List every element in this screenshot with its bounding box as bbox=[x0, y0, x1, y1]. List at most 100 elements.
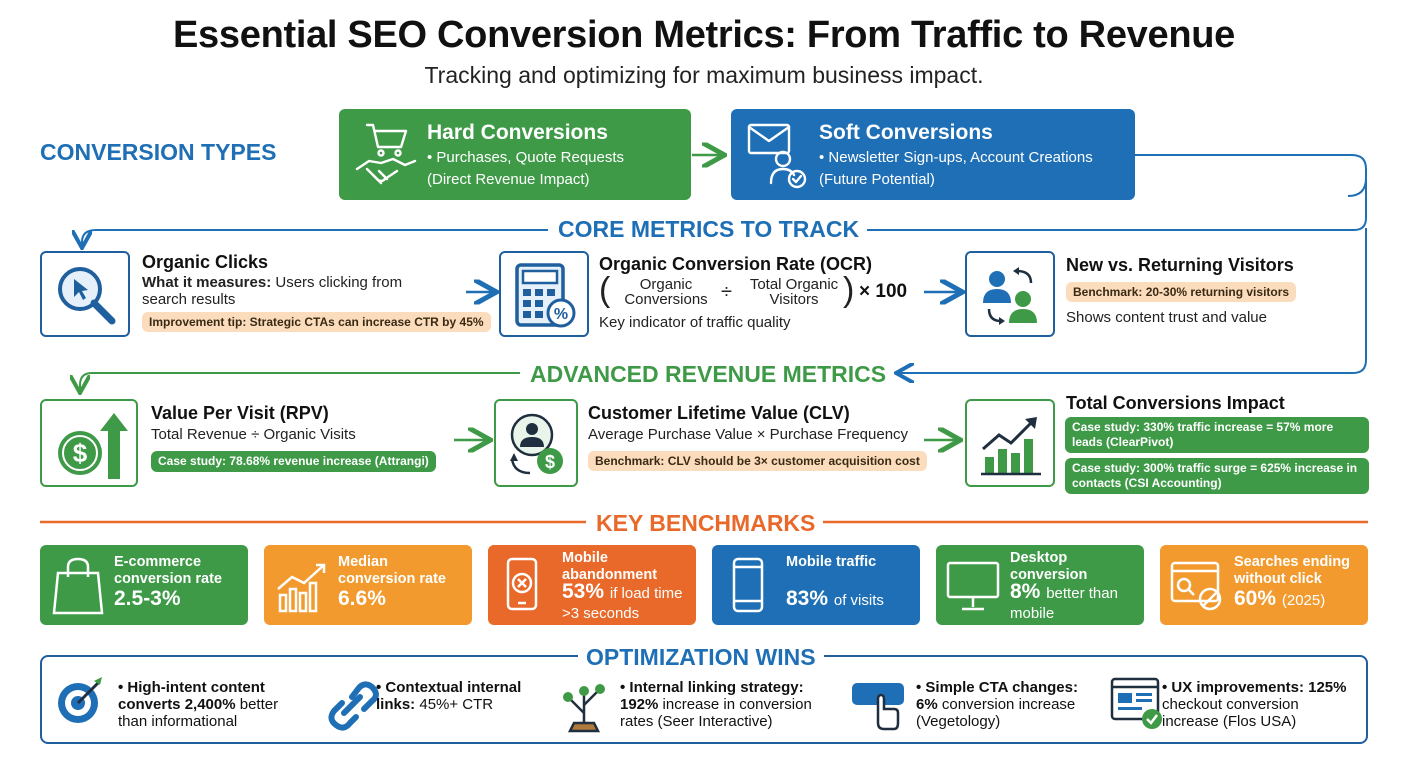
dollar-arrow-icon: $ bbox=[58, 413, 128, 479]
win-item-text: increase in conversion rates (Seer Inter… bbox=[620, 696, 812, 730]
ocr-multiplier: × 100 bbox=[859, 281, 908, 302]
search-block-icon bbox=[1170, 561, 1222, 611]
link-icon bbox=[328, 681, 379, 731]
svg-text:$: $ bbox=[545, 452, 555, 472]
svg-text:%: % bbox=[554, 306, 568, 323]
ocr-title: Organic Conversion Rate (OCR) bbox=[599, 254, 873, 274]
cart-handshake-icon bbox=[355, 123, 417, 185]
plant-network-icon bbox=[563, 684, 605, 733]
benchmark-label: E-commerce conversion rate bbox=[114, 554, 222, 587]
win-item: • Internal linking strategy: 192% increa… bbox=[620, 679, 840, 730]
benchmark-value: 8% better than mobile bbox=[1010, 580, 1142, 623]
win-item-text: checkout conversion increase (Flos USA) bbox=[1162, 696, 1299, 730]
win-item-highlight: • High-intent content converts 2,400% bbox=[118, 679, 265, 713]
bar-chart-growth-icon bbox=[981, 417, 1041, 476]
soft-conversions-examples: • Newsletter Sign-ups, Account Creations bbox=[819, 149, 1093, 166]
soft-conversions-box: Soft Conversions • Newsletter Sign-ups, … bbox=[731, 109, 1135, 200]
soft-conversions-impact: (Future Potential) bbox=[819, 171, 935, 188]
organic-clicks-description: What it measures: Users clicking from se… bbox=[142, 274, 462, 308]
benchmark-label: Searches ending without click bbox=[1234, 554, 1351, 587]
ocr-close-paren: ) bbox=[843, 271, 855, 309]
magnifier-cursor-icon bbox=[58, 267, 116, 325]
section-conversion-types: CONVERSION TYPES bbox=[32, 139, 285, 166]
win-item-text: better than informational bbox=[118, 696, 279, 730]
mobile-x-icon bbox=[506, 557, 538, 611]
svg-text:$: $ bbox=[73, 438, 88, 468]
shopping-bag-icon bbox=[52, 557, 104, 615]
ocr-numerator: Organic Conversions bbox=[611, 277, 721, 307]
clv-formula: Average Purchase Value × Purchase Freque… bbox=[588, 426, 909, 443]
rpv-title: Value Per Visit (RPV) bbox=[151, 403, 329, 423]
benchmark-number: 8% bbox=[1010, 580, 1041, 603]
win-item-highlight: • Contextual internal links: bbox=[376, 679, 522, 713]
organic-clicks-title: Organic Clicks bbox=[142, 252, 269, 272]
benchmark-card: Mobile traffic 83% of visits bbox=[712, 545, 920, 625]
benchmark-note: (2025) bbox=[1281, 592, 1326, 609]
target-icon bbox=[58, 677, 102, 723]
rpv-case-study: Case study: 78.68% revenue increase (Att… bbox=[151, 451, 436, 472]
win-item-text: conversion increase (Vegetology) bbox=[916, 696, 1076, 730]
ocr-operator: ÷ bbox=[721, 281, 732, 303]
benchmark-card: E-commerce conversion rate 2.5-3% bbox=[40, 545, 248, 625]
ocr-open-paren: ( bbox=[599, 271, 611, 309]
page-subtitle: Tracking and optimizing for maximum busi… bbox=[424, 62, 984, 88]
benchmark-card: Mobile abandonment 53% if load time >3 se… bbox=[488, 545, 696, 625]
hard-conversions-examples: • Purchases, Quote Requests bbox=[427, 149, 625, 166]
ocr-denominator-line1: Total Organic bbox=[749, 276, 839, 293]
benchmark-note: better than mobile bbox=[1010, 585, 1118, 622]
benchmark-label: Median conversion rate bbox=[338, 554, 446, 587]
page-title: Essential SEO Conversion Metrics: From T… bbox=[173, 14, 1235, 56]
win-item-highlight: • Simple CTA changes: 6% bbox=[916, 679, 1078, 713]
benchmark-note: of visits bbox=[833, 592, 884, 609]
benchmark-number: 53% bbox=[562, 580, 605, 603]
hard-conversions-box: Hard Conversions • Purchases, Quote Requ… bbox=[339, 109, 691, 200]
clv-benchmark: Benchmark: CLV should be 3× customer acq… bbox=[588, 451, 927, 471]
win-item: • UX improvements: 125% checkout convers… bbox=[1162, 679, 1352, 730]
total-conversions-title: Total Conversions Impact bbox=[1066, 393, 1285, 413]
visitors-icon-card bbox=[965, 251, 1055, 337]
win-item: • High-intent content converts 2,400% be… bbox=[118, 679, 308, 730]
benchmark-number: 60% bbox=[1234, 587, 1277, 610]
organic-clicks-measures-text: Users clicking from bbox=[275, 274, 403, 291]
users-cycle-icon bbox=[983, 267, 1037, 325]
benchmark-card: Median conversion rate 6.6% bbox=[264, 545, 472, 625]
browser-check-icon bbox=[1110, 677, 1162, 729]
win-item: • Contextual internal links: 45%+ CTR bbox=[376, 679, 536, 713]
benchmark-value: 83% of visits bbox=[786, 588, 918, 610]
organic-clicks-icon-card bbox=[40, 251, 130, 337]
benchmark-label: Mobile abandonment bbox=[562, 550, 658, 583]
win-item-text: 45%+ CTR bbox=[419, 696, 494, 713]
win-item-highlight: • Internal linking strategy: 192% bbox=[620, 679, 804, 713]
benchmark-number: 6.6% bbox=[338, 587, 386, 610]
section-optimization-wins: OPTIMIZATION WINS bbox=[578, 644, 824, 671]
envelope-user-icon bbox=[747, 123, 807, 189]
visitors-note: Shows content trust and value bbox=[1066, 309, 1267, 326]
total-case-study-2: Case study: 300% traffic surge = 625% in… bbox=[1065, 458, 1369, 494]
visitors-benchmark: Benchmark: 20-30% returning visitors bbox=[1066, 282, 1297, 302]
ocr-denominator: Total Organic Visitors bbox=[739, 277, 849, 307]
benchmark-note: if load time >3 seconds bbox=[562, 585, 683, 622]
ocr-numerator-line1: Organic bbox=[639, 276, 693, 293]
rpv-icon-card: $ bbox=[40, 399, 138, 487]
hard-conversions-impact: (Direct Revenue Impact) bbox=[427, 171, 590, 188]
ocr-note: Key indicator of traffic quality bbox=[599, 314, 791, 331]
benchmark-value: 6.6% bbox=[338, 587, 470, 610]
rpv-formula: Total Revenue ÷ Organic Visits bbox=[151, 426, 356, 443]
benchmark-value: 60% (2025) bbox=[1234, 587, 1366, 610]
organic-clicks-tip: Improvement tip: Strategic CTAs can incr… bbox=[142, 312, 491, 332]
ocr-icon-card: % bbox=[499, 251, 589, 337]
win-item: • Simple CTA changes: 6% conversion incr… bbox=[916, 679, 1096, 730]
benchmark-card: Searches ending without click 60% (2025) bbox=[1160, 545, 1368, 625]
desktop-icon bbox=[946, 561, 1000, 611]
clv-icon-card: $ bbox=[494, 399, 578, 487]
soft-conversions-title: Soft Conversions bbox=[819, 121, 993, 144]
benchmark-card: Desktop conversion 8% better than mobile bbox=[936, 545, 1144, 625]
hard-conversions-title: Hard Conversions bbox=[427, 121, 608, 144]
calculator-percent-icon: % bbox=[515, 263, 576, 328]
section-key-benchmarks: KEY BENCHMARKS bbox=[588, 510, 824, 537]
ocr-denominator-line2: Visitors bbox=[769, 291, 819, 308]
total-case-study-1: Case study: 330% traffic increase = 57% … bbox=[1065, 417, 1369, 453]
visitors-title: New vs. Returning Visitors bbox=[1066, 255, 1294, 275]
user-dollar-icon: $ bbox=[510, 413, 563, 475]
